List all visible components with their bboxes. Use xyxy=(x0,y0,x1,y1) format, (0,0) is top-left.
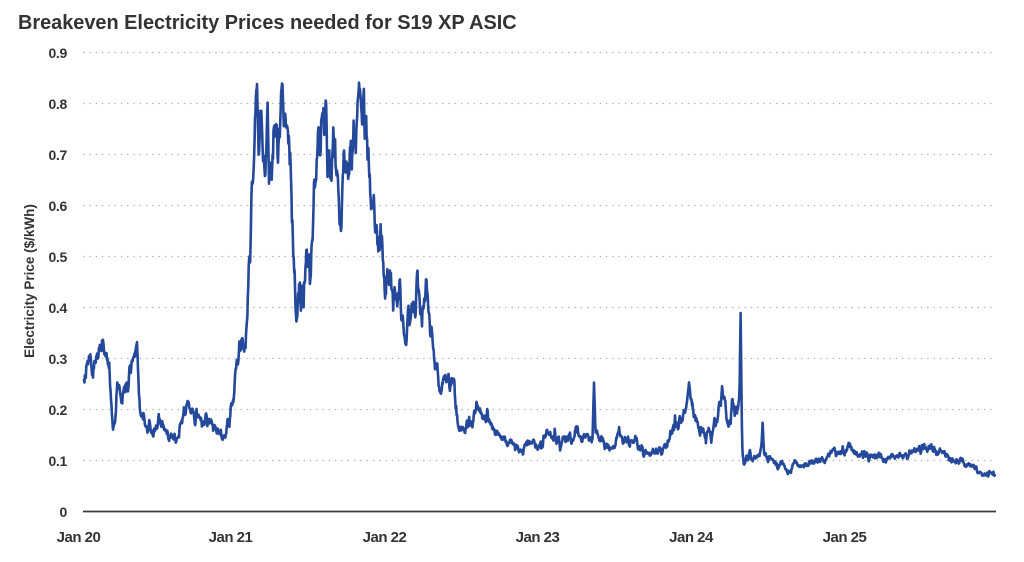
svg-text:0: 0 xyxy=(60,504,68,520)
svg-text:Electricity Price ($/kWh): Electricity Price ($/kWh) xyxy=(22,204,37,358)
svg-text:Breakeven Electricity Prices n: Breakeven Electricity Prices needed for … xyxy=(18,12,517,34)
svg-text:Jan 21: Jan 21 xyxy=(209,529,253,546)
svg-text:Jan 20: Jan 20 xyxy=(57,529,101,546)
svg-text:0.7: 0.7 xyxy=(48,147,67,163)
svg-text:0.9: 0.9 xyxy=(48,45,67,61)
svg-text:Jan 24: Jan 24 xyxy=(669,529,714,546)
svg-text:0.6: 0.6 xyxy=(48,198,67,214)
svg-text:0.1: 0.1 xyxy=(48,453,67,469)
svg-text:0.5: 0.5 xyxy=(48,249,67,265)
svg-text:0.4: 0.4 xyxy=(48,300,67,316)
svg-text:Jan 25: Jan 25 xyxy=(823,529,867,546)
svg-text:0.2: 0.2 xyxy=(48,402,67,418)
svg-text:0.8: 0.8 xyxy=(48,96,67,112)
svg-text:0.3: 0.3 xyxy=(48,351,67,367)
svg-text:Jan 22: Jan 22 xyxy=(363,529,407,546)
svg-text:Jan 23: Jan 23 xyxy=(516,529,560,546)
